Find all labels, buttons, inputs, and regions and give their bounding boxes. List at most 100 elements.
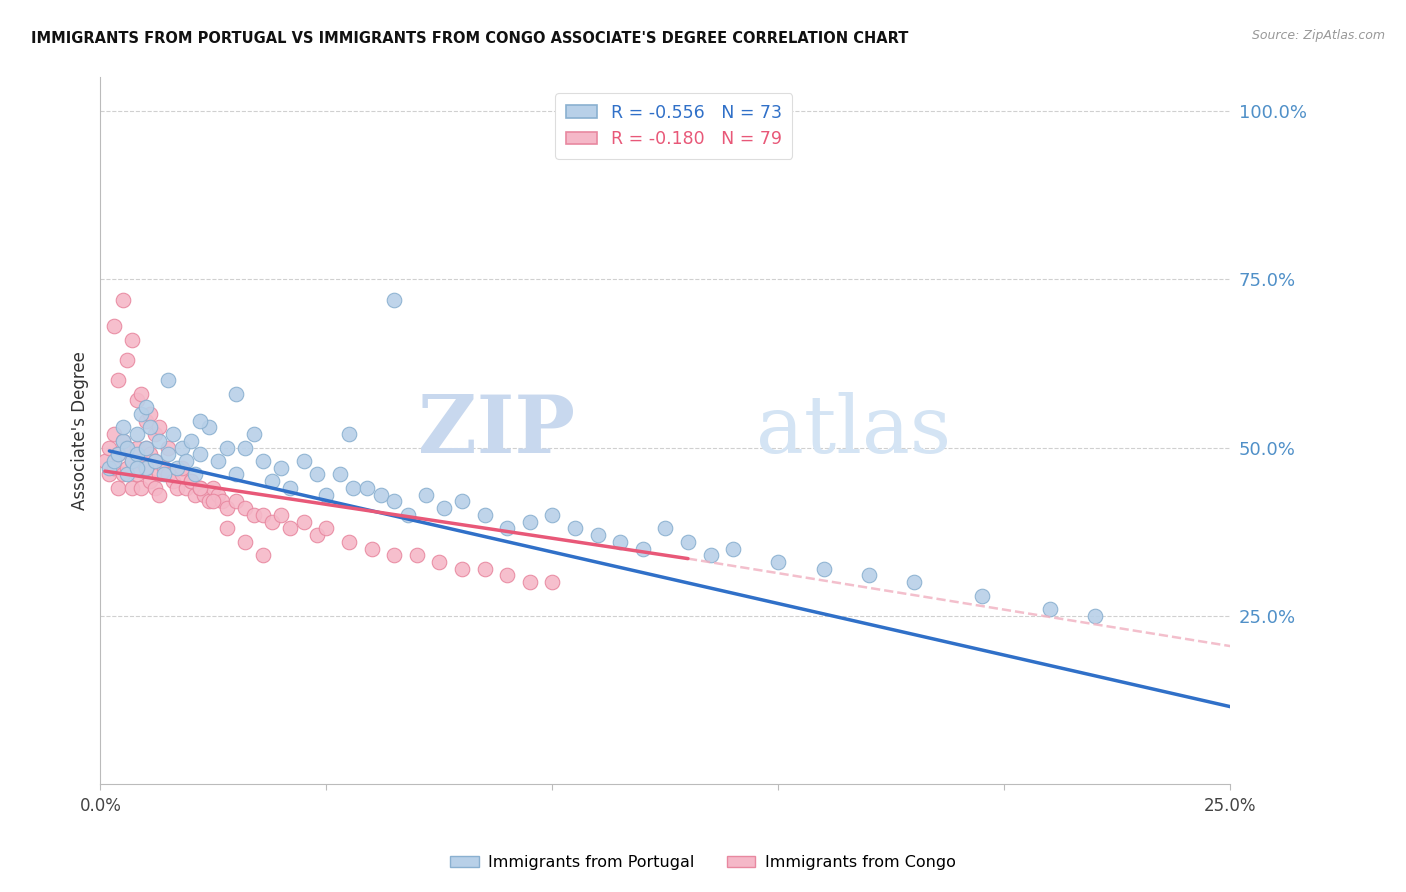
Point (103, 460, 125, 475)
Point (184, 488, 207, 502)
Point (307, 528, 329, 542)
Legend: R = -0.556   N = 73, R = -0.180   N = 79: R = -0.556 N = 73, R = -0.180 N = 79 (555, 93, 792, 159)
Point (139, 474, 162, 488)
Point (654, 521, 676, 535)
Point (117, 441, 139, 455)
Text: Source: ZipAtlas.com: Source: ZipAtlas.com (1251, 29, 1385, 42)
Point (396, 508, 419, 522)
Text: ZIP: ZIP (418, 392, 575, 470)
Point (721, 541, 744, 556)
Text: atlas: atlas (756, 392, 950, 470)
Point (342, 481, 364, 495)
Point (198, 494, 221, 508)
Text: IMMIGRANTS FROM PORTUGAL VS IMMIGRANTS FROM CONGO ASSOCIATE'S DEGREE CORRELATION: IMMIGRANTS FROM PORTUGAL VS IMMIGRANTS F… (31, 31, 908, 46)
Point (215, 521, 238, 535)
Point (125, 393, 148, 408)
Point (188, 481, 211, 495)
Point (135, 400, 157, 414)
Point (129, 407, 152, 421)
Point (427, 555, 450, 569)
Point (225, 494, 247, 508)
Point (152, 460, 174, 475)
Point (233, 501, 256, 516)
Point (111, 434, 134, 448)
Point (360, 541, 382, 556)
Point (170, 460, 193, 475)
Point (98, 467, 121, 482)
Point (152, 467, 174, 482)
Point (631, 541, 654, 556)
Point (94, 454, 117, 468)
Point (143, 454, 166, 468)
Point (117, 353, 139, 368)
Point (970, 589, 993, 603)
Point (356, 481, 378, 495)
Point (125, 467, 148, 482)
Point (270, 460, 292, 475)
Point (143, 454, 166, 468)
Point (143, 481, 166, 495)
Point (111, 293, 134, 307)
Y-axis label: Associate's Degree: Associate's Degree (72, 351, 89, 510)
Point (125, 427, 148, 442)
Point (103, 319, 125, 334)
Point (243, 427, 266, 442)
Point (609, 534, 631, 549)
Point (157, 467, 180, 482)
Point (278, 521, 301, 535)
Point (519, 575, 541, 590)
Point (451, 494, 474, 508)
Point (278, 481, 301, 495)
Point (129, 386, 152, 401)
Point (166, 481, 188, 495)
Point (148, 434, 170, 448)
Point (337, 427, 360, 442)
Point (405, 548, 427, 562)
Point (225, 386, 247, 401)
Point (135, 414, 157, 428)
Point (233, 441, 256, 455)
Point (111, 420, 134, 434)
Point (233, 534, 256, 549)
Point (174, 481, 197, 495)
Point (1084, 608, 1107, 623)
Point (117, 441, 139, 455)
Point (202, 494, 225, 508)
Point (292, 515, 315, 529)
Point (180, 434, 202, 448)
Point (451, 562, 474, 576)
Point (252, 548, 274, 562)
Point (139, 420, 162, 434)
Point (107, 373, 129, 387)
Point (157, 373, 180, 387)
Point (98, 441, 121, 455)
Point (107, 447, 129, 461)
Point (198, 420, 221, 434)
Point (107, 481, 129, 495)
Point (586, 528, 609, 542)
Point (768, 555, 790, 569)
Point (202, 481, 225, 495)
Point (225, 467, 247, 482)
Point (211, 494, 233, 508)
Point (315, 521, 337, 535)
Point (117, 460, 139, 475)
Point (157, 447, 180, 461)
Point (382, 494, 405, 508)
Point (474, 508, 496, 522)
Point (103, 427, 125, 442)
Point (148, 488, 170, 502)
Point (415, 488, 437, 502)
Point (270, 508, 292, 522)
Point (103, 454, 125, 468)
Point (262, 474, 284, 488)
Point (382, 293, 405, 307)
Point (170, 467, 193, 482)
Point (188, 447, 211, 461)
Point (1038, 602, 1060, 616)
Point (143, 427, 166, 442)
Point (129, 454, 152, 468)
Point (496, 568, 519, 582)
Point (215, 501, 238, 516)
Point (382, 548, 405, 562)
